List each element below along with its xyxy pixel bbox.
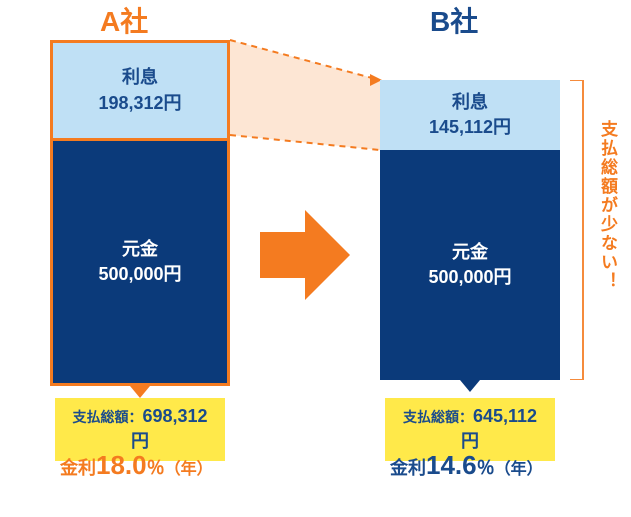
total-b-value: 645,112円 [461,406,537,451]
rate-line-a: 金利18.0％（年） [60,450,213,481]
bar-b-interest-label: 利息 [380,90,560,115]
bracket-icon [568,80,593,380]
bar-company-a: 利息 198,312円 元金 500,000円 [50,40,230,386]
bar-a-interest-label: 利息 [53,65,227,90]
bar-b-interest-block: 利息 145,112円 [380,80,560,150]
comparison-chart: A社 B社 利息 198,312円 元金 500,000円 利息 145,112… [0,0,631,517]
rate-b-num: 14.6 [426,450,477,480]
bar-b-principal-value: 500,000円 [380,265,560,290]
bar-a-principal-label: 元金 [53,237,227,262]
pointer-triangle-b [460,380,480,392]
bar-company-b: 利息 145,112円 元金 500,000円 [380,80,560,380]
arrow-icon [260,210,350,305]
bar-b-interest-value: 145,112円 [380,115,560,140]
rate-line-b: 金利14.6％（年） [390,450,543,481]
pointer-triangle-a [130,386,150,398]
rate-b-pct: ％ [477,458,495,478]
company-a-title: A社 [100,0,148,40]
rate-a-num: 18.0 [96,450,147,480]
rate-a-pct: ％ [147,458,165,478]
bar-a-principal-block: 元金 500,000円 [53,138,227,383]
bar-a-interest-block: 利息 198,312円 [53,43,227,138]
total-b-prefix: 支払総額： [403,409,473,425]
rate-b-prefix: 金利 [390,458,426,478]
bar-b-principal-block: 元金 500,000円 [380,150,560,380]
total-a-prefix: 支払総額： [72,409,142,425]
rate-a-year: （年） [165,461,213,478]
total-a-value: 698,312円 [131,406,208,451]
bar-a-interest-value: 198,312円 [53,91,227,116]
rate-b-year: （年） [495,461,543,478]
bar-a-principal-value: 500,000円 [53,262,227,287]
company-b-title: B社 [430,0,478,40]
bar-b-principal-label: 元金 [380,240,560,265]
rate-a-prefix: 金利 [60,458,96,478]
bracket-label: 支払総額が少ない！ [595,120,620,291]
